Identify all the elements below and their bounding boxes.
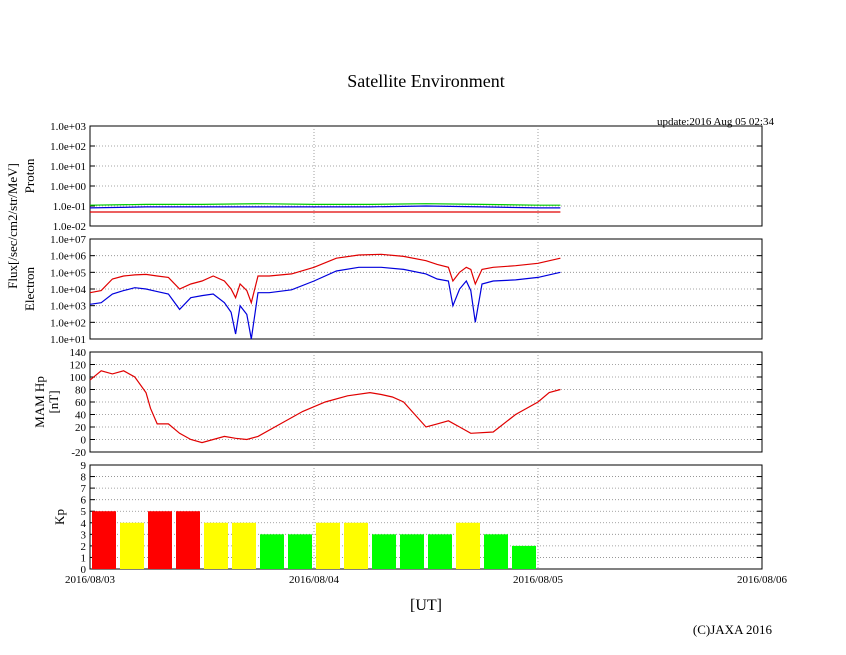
proton-frame bbox=[89, 125, 763, 227]
proton-ytick-label: 1.0e+00 bbox=[50, 181, 86, 193]
kp-ytick-label: 7 bbox=[81, 483, 87, 495]
copyright-text: (C)JAXA 2016 bbox=[693, 622, 773, 637]
mam-hp-ylabel: MAM Hp bbox=[32, 376, 47, 428]
kp-bar bbox=[120, 522, 144, 569]
kp-bar bbox=[456, 522, 480, 569]
mam-hp-ytick-label: 0 bbox=[81, 435, 87, 447]
electron-flux-panel: 1.0e+01 1.0e+02 1.0e+03 1.0e+04 1.0e+05 1.0e+… bbox=[22, 234, 763, 346]
mam-hp-line bbox=[89, 370, 561, 444]
mam-hp-ytick-label: 80 bbox=[75, 385, 87, 397]
kp-ytick-label: 4 bbox=[81, 518, 87, 530]
electron-ytick-label: 1.0e+04 bbox=[50, 284, 86, 296]
kp-bar bbox=[148, 511, 172, 569]
kp-bar bbox=[400, 534, 424, 569]
x-tick-label: 2016/08/06 bbox=[737, 574, 788, 586]
proton-green-line bbox=[89, 203, 561, 206]
mam-hp-ytick-label: 60 bbox=[75, 397, 87, 409]
proton-ytick-label: 1.0e+02 bbox=[50, 141, 86, 153]
kp-bar bbox=[344, 522, 368, 569]
electron-ytick-label: 1.0e+03 bbox=[50, 301, 86, 313]
kp-ytick-label: 9 bbox=[81, 460, 87, 472]
kp-bar bbox=[260, 534, 284, 569]
kp-frame bbox=[89, 464, 763, 570]
x-tick-label: 2016/08/03 bbox=[65, 574, 116, 586]
electron-ytick-label: 1.0e+02 bbox=[50, 317, 86, 329]
mam-hp-ytick-label: 120 bbox=[70, 360, 87, 372]
kp-ytick-label: 5 bbox=[81, 506, 87, 518]
x-axis-tick-labels: 2016/08/03 2016/08/04 2016/08/05 2016/08/06 bbox=[65, 574, 788, 586]
kp-bar bbox=[316, 522, 340, 569]
proton-ytick-label: 1.0e+01 bbox=[50, 161, 86, 173]
kp-bar bbox=[288, 534, 312, 569]
mam-hp-ytick-label: 140 bbox=[70, 347, 87, 359]
kp-bar bbox=[512, 545, 536, 569]
kp-ytick-label: 1 bbox=[81, 552, 87, 564]
proton-blue-line bbox=[89, 205, 561, 209]
electron-blue-line bbox=[89, 266, 561, 340]
electron-ytick-label: 1.0e+01 bbox=[50, 334, 86, 346]
kp-bar bbox=[92, 511, 116, 569]
proton-ylabel: Proton bbox=[22, 158, 37, 193]
kp-ytick-label: 6 bbox=[81, 495, 87, 507]
electron-ylabel: Electron bbox=[22, 266, 37, 311]
x-tick-label: 2016/08/04 bbox=[289, 574, 340, 586]
mam-hp-ytick-label: 20 bbox=[75, 422, 87, 434]
x-tick-label: 2016/08/05 bbox=[513, 574, 564, 586]
mam-hp-ytick-label: 100 bbox=[70, 372, 87, 384]
flux-axis-label: Flux[/sec/cm2/str/MeV] bbox=[5, 163, 20, 289]
kp-bar bbox=[484, 534, 508, 569]
kp-bar bbox=[372, 534, 396, 569]
kp-bar bbox=[176, 511, 200, 569]
proton-ytick-label: 1.0e+03 bbox=[50, 121, 86, 133]
proton-ytick-label: 1.0e-02 bbox=[53, 221, 86, 233]
kp-ytick-label: 0 bbox=[81, 564, 87, 576]
update-timestamp: update:2016 Aug 05 02:34 bbox=[657, 116, 775, 128]
electron-ytick-label: 1.0e+05 bbox=[50, 267, 86, 279]
kp-ytick-label: 3 bbox=[81, 529, 87, 541]
flux-label-text: Flux[/sec/cm2/str/MeV] bbox=[5, 163, 20, 289]
x-axis-label: [UT] bbox=[410, 597, 442, 614]
mam-hp-ytick-label: 40 bbox=[75, 410, 87, 422]
kp-ytick-label: 2 bbox=[81, 541, 87, 553]
electron-red-line bbox=[89, 253, 561, 305]
kp-bar bbox=[232, 522, 256, 569]
proton-ytick-label: 1.0e-01 bbox=[53, 201, 86, 213]
kp-ylabel: Kp bbox=[52, 509, 67, 525]
mam-hp-ylabel-unit: [nT] bbox=[46, 390, 61, 413]
kp-bar bbox=[204, 522, 228, 569]
mam-hp-ytick-label: -20 bbox=[71, 447, 86, 459]
figure-title: Satellite Environment bbox=[347, 71, 504, 91]
electron-ytick-label: 1.0e+06 bbox=[50, 251, 86, 263]
proton-flux-panel: 1.0e-02 1.0e-01 1.0e+00 1.0e+01 1.0e+02 1.0e+… bbox=[22, 121, 763, 233]
kp-ytick-label: 8 bbox=[81, 472, 87, 484]
kp-bar bbox=[428, 534, 452, 569]
electron-ytick-label: 1.0e+07 bbox=[50, 234, 86, 246]
